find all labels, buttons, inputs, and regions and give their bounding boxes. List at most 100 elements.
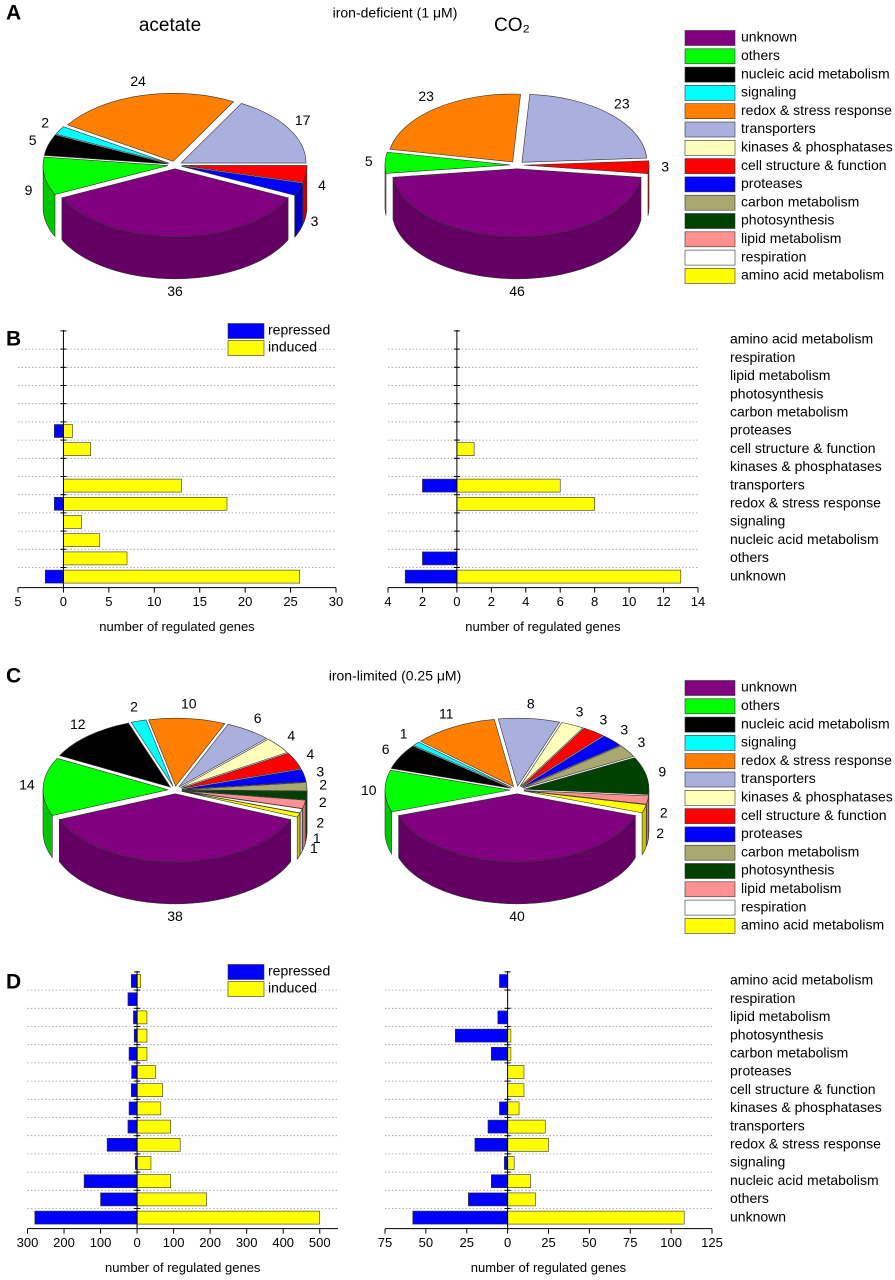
- panel-letter: B: [6, 328, 21, 351]
- pie-value-label: 1: [313, 830, 321, 846]
- legend-label: amino acid metabolism: [741, 267, 884, 283]
- category-label: unknown: [730, 567, 786, 583]
- pie-slice: [523, 160, 650, 174]
- pie-value-label: 2: [41, 115, 49, 131]
- legend-swatch: [684, 48, 736, 65]
- bar: [136, 974, 142, 988]
- legend-swatch: [684, 863, 736, 879]
- legend-swatch: [227, 340, 265, 356]
- category-label: amino acid metabolism: [730, 331, 873, 347]
- bar: [487, 1119, 508, 1134]
- bar: [136, 1119, 171, 1134]
- legend-swatch: [684, 881, 736, 898]
- x-tick-label: 200: [53, 1235, 75, 1250]
- x-tick-label: 30: [329, 594, 343, 609]
- bar: [63, 496, 228, 511]
- x-tick-label: 15: [192, 594, 206, 609]
- bar: [507, 1174, 531, 1188]
- legend-label: transporters: [741, 770, 816, 786]
- panel-letter: A: [6, 2, 21, 25]
- legend-label: kinases & phosphatases: [741, 139, 893, 155]
- legend-label: signaling: [741, 734, 796, 750]
- bar: [128, 1047, 138, 1061]
- pie-value-label: 9: [658, 764, 666, 780]
- panel-letter: C: [6, 665, 21, 688]
- pie-value-label: 12: [70, 716, 86, 732]
- bar: [456, 496, 595, 511]
- legend-label: repressed: [268, 963, 330, 979]
- category-label: nucleic acid metabolism: [730, 531, 879, 547]
- bar: [63, 569, 300, 584]
- pie-slice: [521, 94, 648, 163]
- legend-swatch: [684, 268, 736, 284]
- pie-value-label: 10: [181, 696, 197, 712]
- pie-slice: [181, 789, 308, 801]
- category-label: others: [730, 549, 769, 565]
- pie-slice: [384, 769, 511, 813]
- pie-slice: [42, 156, 169, 195]
- pie-value-label: 23: [614, 95, 630, 111]
- pie-slice: [389, 93, 521, 163]
- category-label: redox & stress response: [730, 1136, 881, 1152]
- category-label: photosynthesis: [730, 385, 823, 401]
- legend-swatch: [684, 680, 736, 696]
- x-tick-label: 6: [557, 594, 564, 609]
- bar: [63, 442, 91, 457]
- x-tick-label: 8: [591, 594, 598, 609]
- pie-labels: 46 5 23 23 3: [365, 88, 669, 299]
- bar: [63, 424, 73, 438]
- legend-label: others: [741, 47, 780, 63]
- pie-slice: [55, 126, 169, 164]
- bar: [63, 478, 182, 493]
- category-label: lipid metabolism: [730, 1008, 830, 1024]
- category-label: lipid metabolism: [730, 367, 830, 383]
- bar: [507, 1065, 525, 1079]
- bar: [63, 515, 82, 529]
- legend-swatch: [684, 771, 736, 788]
- legend-swatch: [684, 194, 736, 211]
- pie-value-label: 6: [254, 710, 262, 726]
- x-tick-label: 0: [133, 1235, 140, 1250]
- bar: [130, 1083, 138, 1097]
- bar: [497, 1010, 508, 1025]
- legend-swatch: [684, 735, 736, 751]
- x-tick-label: 0: [504, 1235, 511, 1250]
- bar: [133, 1010, 138, 1025]
- x-axis-label: number of regulated genes: [105, 1260, 261, 1275]
- bar: [507, 1101, 520, 1116]
- pie-value-label: 3: [311, 213, 319, 229]
- pie-slice: [181, 790, 307, 809]
- pie-value-label: 5: [29, 132, 37, 148]
- x-tick-label: 100: [90, 1235, 112, 1250]
- pie-slice: [61, 168, 289, 238]
- category-label: signaling: [730, 1154, 785, 1170]
- pie-sides: [42, 165, 308, 280]
- category-label: amino acid metabolism: [730, 972, 873, 988]
- pie-slice: [522, 745, 635, 789]
- legend-label: photosynthesis: [741, 212, 834, 228]
- x-tick-label: 500: [309, 1235, 331, 1250]
- category-label: signaling: [730, 513, 785, 529]
- bar: [136, 1010, 148, 1025]
- bar: [404, 569, 458, 584]
- pie-slice: [181, 782, 308, 792]
- pie-slice: [419, 719, 515, 788]
- category-label: carbon metabolism: [730, 1045, 848, 1061]
- legend-label: redox & stress response: [741, 102, 892, 118]
- pie-value-label: 2: [316, 815, 324, 831]
- legend-swatch: [684, 158, 736, 174]
- category-label: proteases: [730, 1063, 791, 1079]
- bar: [106, 1138, 138, 1152]
- x-tick-label: 400: [272, 1235, 294, 1250]
- bar: [136, 1065, 156, 1079]
- x-axis-label: number of regulated genes: [471, 1260, 627, 1275]
- pie-value-label: 23: [418, 88, 434, 104]
- pie-value-label: 2: [656, 825, 664, 841]
- pie-value-label: 8: [527, 696, 535, 712]
- pie-value-label: 36: [167, 283, 183, 299]
- pie-slice: [178, 723, 268, 788]
- category-label: photosynthesis: [730, 1026, 823, 1042]
- legend-swatch: [684, 918, 736, 934]
